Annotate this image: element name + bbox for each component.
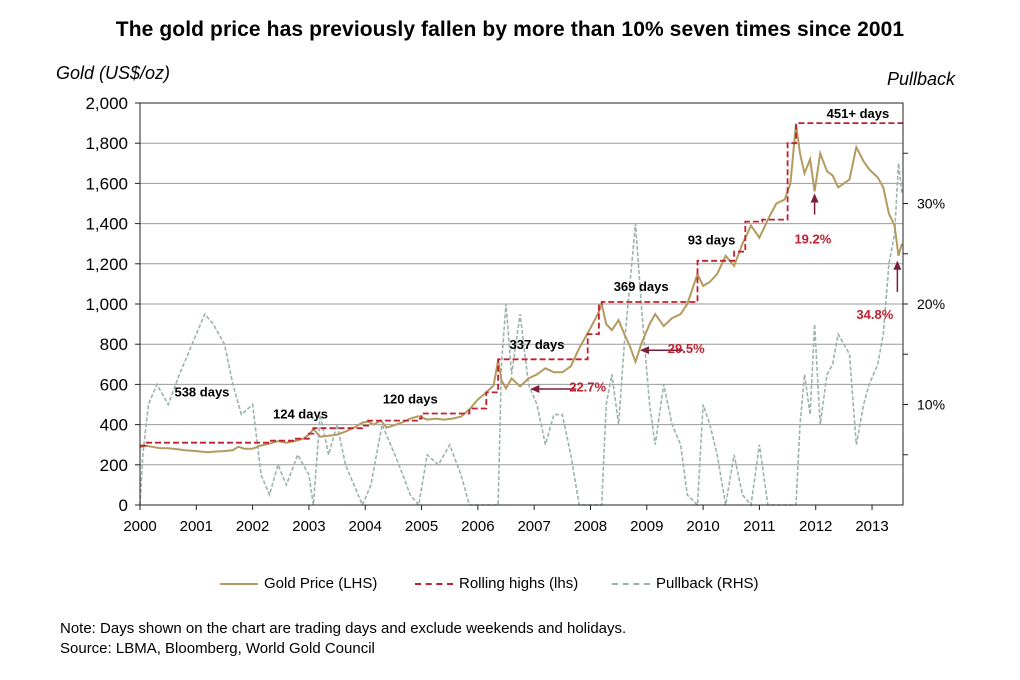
- x-tick-label: 2007: [517, 518, 550, 535]
- plot-frame: [139, 102, 904, 506]
- y-tick-label: 400: [100, 416, 128, 435]
- x-tick-label: 2001: [180, 518, 213, 535]
- y-axis-label: Gold (US$/oz): [56, 63, 170, 83]
- y-tick-label: 800: [100, 335, 128, 354]
- legend-swatch-pullback: [612, 582, 650, 585]
- chart-title: The gold price has previously fallen by …: [115, 18, 905, 41]
- pullback-label: 29.5%: [668, 341, 705, 356]
- x-tick-label: 2000: [123, 518, 156, 535]
- series-layer: [139, 122, 903, 508]
- y2-tick-label: 20%: [917, 296, 945, 312]
- legend-item-rolling-highs: Rolling highs (lhs): [415, 575, 578, 592]
- y2-tick-label: 30%: [917, 196, 945, 212]
- y-tick-label: 1,400: [85, 215, 128, 234]
- days-label: 538 days: [174, 384, 229, 399]
- legend-label-rolling-highs: Rolling highs (lhs): [459, 575, 579, 592]
- pullback-label: 34.8%: [856, 307, 893, 322]
- days-label: 451+ days: [827, 106, 890, 121]
- legend-item-pullback: Pullback (RHS): [612, 575, 759, 592]
- x-tick-label: 2004: [349, 518, 382, 535]
- y2-tick-label: 10%: [917, 397, 945, 413]
- pullback-label: 19.2%: [794, 232, 831, 247]
- x-tick-label: 2013: [855, 518, 888, 535]
- y-tick-label: 1,800: [85, 134, 128, 153]
- pullback-label: 22.7%: [569, 379, 606, 394]
- x-tick-label: 2006: [461, 518, 494, 535]
- legend-swatch-gold-price: [220, 582, 258, 585]
- y2-axis-ticks: 10% 20% 30%: [903, 152, 945, 456]
- footnotes: Note: Days shown on the chart are tradin…: [60, 619, 626, 659]
- y-tick-label: 1,200: [85, 255, 128, 274]
- y-tick-label: 1,000: [85, 295, 128, 314]
- series-line-pullback: [139, 163, 903, 508]
- y-tick-label: 0: [119, 496, 128, 515]
- series-line-gold-price: [139, 123, 903, 454]
- legend-item-gold-price: Gold Price (LHS): [220, 575, 377, 592]
- gold-price-chart: Gold (US$/oz) Pullback 0 200 400 600 800 1,00…: [56, 63, 956, 535]
- legend-label-pullback: Pullback (RHS): [656, 575, 759, 592]
- x-tick-label: 2008: [574, 518, 607, 535]
- y-tick-label: 600: [100, 375, 128, 394]
- y-axis-ticks: 0 200 400 600 800 1,000 1,200 1,400 1,600 1,800 2,…: [85, 94, 140, 515]
- days-label: 369 days: [614, 279, 669, 294]
- legend-label-gold-price: Gold Price (LHS): [264, 575, 378, 592]
- y-tick-label: 200: [100, 456, 128, 475]
- gridlines: [140, 142, 903, 466]
- days-label: 124 days: [273, 407, 328, 422]
- days-label: 337 days: [510, 337, 565, 352]
- x-tick-label: 2012: [799, 518, 832, 535]
- series-line-rolling-highs: [140, 122, 903, 447]
- y-tick-label: 1,600: [85, 174, 128, 193]
- x-tick-label: 2011: [743, 518, 775, 535]
- annotation-layer: 538 days 124 days 120 days 337 days 369 days…: [174, 106, 902, 422]
- legend: Gold Price (LHS) Rolling highs (lhs) Pul…: [0, 575, 1020, 599]
- y-tick-label: 2,000: [85, 94, 128, 113]
- footnote-source: Source: LBMA, Bloomberg, World Gold Coun…: [60, 640, 375, 657]
- days-label: 120 days: [383, 391, 438, 406]
- x-tick-label: 2005: [405, 518, 438, 535]
- days-label: 93 days: [688, 233, 736, 248]
- x-axis-ticks: 2000 2001 2002 2003 2004 2005 2006 2007 2008 2009…: [123, 505, 889, 535]
- footnote-note: Note: Days shown on the chart are tradin…: [60, 620, 627, 637]
- x-tick-label: 2009: [630, 518, 663, 535]
- x-tick-label: 2002: [236, 518, 269, 535]
- y2-axis-label: Pullback: [887, 69, 956, 89]
- x-tick-label: 2003: [292, 518, 325, 535]
- legend-swatch-rolling-highs: [415, 582, 453, 585]
- x-tick-label: 2010: [686, 518, 719, 535]
